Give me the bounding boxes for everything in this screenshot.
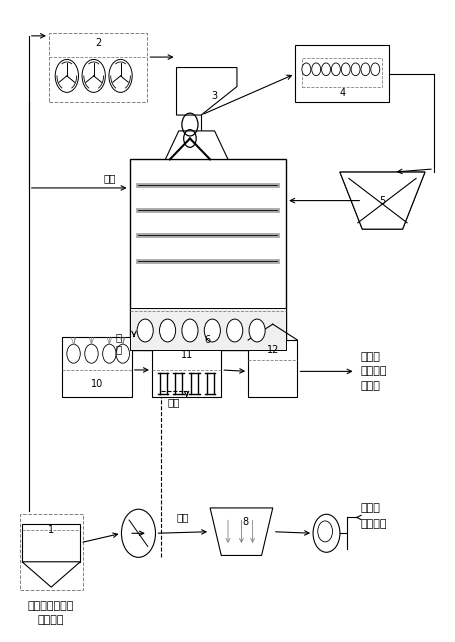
Circle shape <box>159 319 175 342</box>
Circle shape <box>350 63 359 76</box>
Bar <box>20 514 82 590</box>
Polygon shape <box>210 508 272 555</box>
Text: 12: 12 <box>266 345 278 355</box>
Bar <box>129 159 286 349</box>
Polygon shape <box>339 172 424 229</box>
Circle shape <box>370 63 379 76</box>
Circle shape <box>226 319 242 342</box>
Text: 烟气: 烟气 <box>176 512 189 523</box>
Circle shape <box>137 319 153 342</box>
Text: 烟气: 烟气 <box>103 173 116 184</box>
Polygon shape <box>165 131 228 159</box>
Text: 11: 11 <box>180 350 192 360</box>
Circle shape <box>311 63 320 76</box>
Circle shape <box>301 63 310 76</box>
Text: 3: 3 <box>211 91 217 101</box>
Circle shape <box>182 319 197 342</box>
Circle shape <box>109 60 132 92</box>
Polygon shape <box>176 67 237 115</box>
Polygon shape <box>22 562 80 587</box>
Text: 尾气排空: 尾气排空 <box>359 519 386 529</box>
Text: 农田土壤: 农田土壤 <box>38 615 64 625</box>
Text: 10: 10 <box>91 379 103 389</box>
Circle shape <box>331 63 339 76</box>
Text: 再利用: 再利用 <box>359 381 379 390</box>
Circle shape <box>360 63 369 76</box>
Text: 含有机氯农药的: 含有机氯农药的 <box>28 601 74 611</box>
Text: 6: 6 <box>204 335 211 345</box>
Bar <box>248 340 297 397</box>
Text: 1: 1 <box>48 525 54 535</box>
Text: 土壤外运: 土壤外运 <box>359 367 386 376</box>
Text: 2: 2 <box>95 38 101 48</box>
Bar <box>49 33 147 102</box>
Circle shape <box>102 344 116 363</box>
Text: 热量: 热量 <box>167 397 180 408</box>
Circle shape <box>67 344 80 363</box>
Circle shape <box>55 60 78 92</box>
Circle shape <box>204 319 220 342</box>
Text: 4: 4 <box>339 88 344 98</box>
Circle shape <box>121 509 155 557</box>
Circle shape <box>340 63 349 76</box>
Text: 8: 8 <box>243 517 248 527</box>
Bar <box>22 524 80 562</box>
Circle shape <box>321 63 330 76</box>
Circle shape <box>116 344 129 363</box>
Text: 土
壤: 土 壤 <box>115 333 121 354</box>
Circle shape <box>85 344 98 363</box>
Bar <box>294 46 388 102</box>
Bar <box>62 337 131 397</box>
Bar <box>129 308 286 349</box>
Polygon shape <box>339 172 424 229</box>
Text: 修复后: 修复后 <box>359 352 379 362</box>
Text: 净化后: 净化后 <box>359 503 379 513</box>
Bar <box>301 58 382 87</box>
Circle shape <box>248 319 264 342</box>
Circle shape <box>82 60 105 92</box>
Text: 5: 5 <box>379 196 385 205</box>
Bar <box>152 337 221 397</box>
Circle shape <box>313 514 339 552</box>
